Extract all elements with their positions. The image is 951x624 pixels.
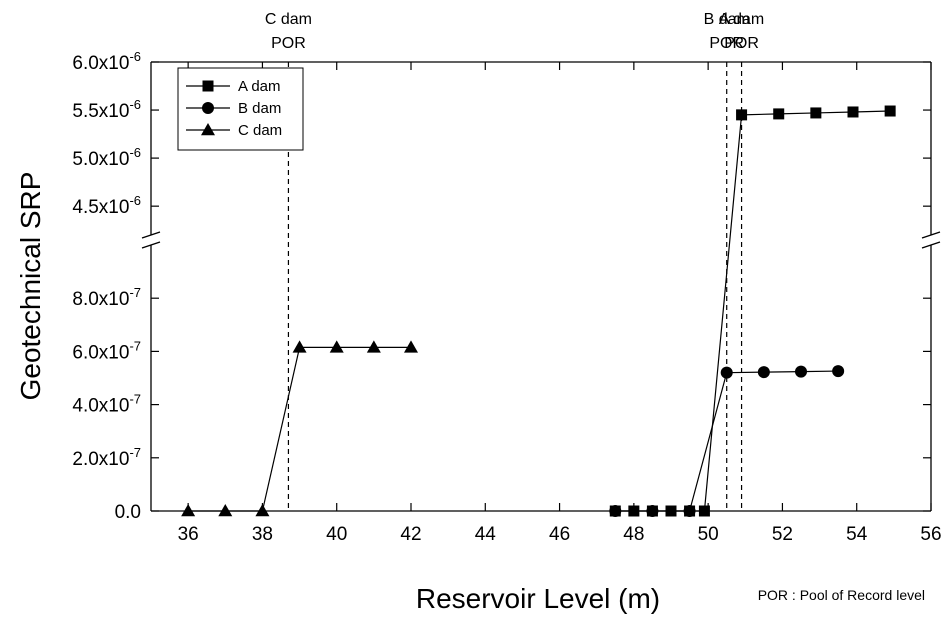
por-label-dam: B dam <box>704 11 750 28</box>
y-axis-ticks: 0.0 2.0x10-7 4.0x10-7 6.0x10-7 8.0x10-7 4.5x1… <box>72 49 931 523</box>
por-lines: C dam POR B dam POR A dam POR <box>265 11 764 511</box>
y-tick-label: 6.0x10-6 <box>72 49 141 74</box>
data-point <box>255 504 270 517</box>
y-tick-label: 6.0x10-7 <box>72 338 141 363</box>
data-point <box>366 340 381 353</box>
legend: A dam B dam C dam <box>177 67 304 151</box>
legend-box <box>177 67 304 151</box>
x-tick-label: 38 <box>252 524 273 545</box>
axis-break-right <box>921 231 941 249</box>
x-axis-ticks: 36 38 40 42 44 46 48 50 52 54 56 <box>178 62 942 545</box>
legend-label: A dam <box>238 78 281 95</box>
data-point <box>609 505 622 517</box>
data-point <box>810 107 822 119</box>
data-point <box>329 340 344 353</box>
x-tick-label: 42 <box>400 524 421 545</box>
data-point <box>847 106 859 118</box>
legend-label: C dam <box>238 122 282 139</box>
y-tick-label: 2.0x10-7 <box>72 445 141 470</box>
legend-entry: B dam <box>186 100 281 117</box>
data-point <box>646 505 659 517</box>
x-tick-label: 54 <box>846 524 868 545</box>
data-point <box>757 366 770 379</box>
y-tick-label: 4.0x10-7 <box>72 392 141 417</box>
x-tick-label: 52 <box>772 524 793 545</box>
legend-entry: C dam <box>186 122 282 139</box>
x-tick-label: 36 <box>178 524 199 545</box>
x-tick-label: 46 <box>549 524 570 545</box>
data-point <box>884 105 896 117</box>
data-point <box>832 365 845 378</box>
legend-marker <box>201 123 215 136</box>
series-triangle <box>181 340 418 517</box>
por-note: POR : Pool of Record level <box>758 587 925 603</box>
data-point <box>773 108 785 120</box>
legend-marker <box>202 102 214 114</box>
data-point <box>683 505 696 517</box>
y-tick-label: 4.5x10-6 <box>72 193 141 218</box>
series-circle <box>609 365 845 517</box>
series-line <box>188 346 411 512</box>
y-axis-title: Geotechnical SRP <box>15 172 46 401</box>
data-series <box>181 105 896 517</box>
y-tick-label: 5.0x10-6 <box>72 145 141 170</box>
por-label-dam: C dam <box>265 11 312 28</box>
por-label-por: POR <box>724 35 759 52</box>
x-tick-label: 56 <box>920 524 941 545</box>
plot-frame <box>141 61 941 512</box>
y-tick-label: 5.5x10-6 <box>72 97 141 122</box>
x-tick-label: 44 <box>475 524 497 545</box>
y-tick-label: 8.0x10-7 <box>72 285 141 310</box>
legend-label: B dam <box>238 100 281 117</box>
x-tick-label: 40 <box>326 524 347 545</box>
series-square <box>609 105 896 517</box>
data-point <box>218 504 233 517</box>
axis-break-left <box>141 231 161 249</box>
legend-marker <box>202 80 214 92</box>
x-axis-title: Reservoir Level (m) <box>416 583 660 614</box>
data-point <box>736 109 748 121</box>
por-label-por: POR <box>271 35 306 52</box>
data-point <box>795 365 807 378</box>
por-label-dam: A dam <box>719 11 764 28</box>
data-point <box>698 505 710 517</box>
legend-entry: A dam <box>186 78 281 95</box>
data-point <box>720 366 733 379</box>
data-point <box>292 340 307 353</box>
x-tick-label: 50 <box>698 524 719 545</box>
data-point <box>181 504 196 517</box>
data-point <box>404 340 418 353</box>
y-tick-label: 0.0 <box>115 502 141 523</box>
por-label-por: POR <box>709 35 744 52</box>
x-tick-label: 48 <box>623 524 644 545</box>
series-line <box>615 110 891 512</box>
